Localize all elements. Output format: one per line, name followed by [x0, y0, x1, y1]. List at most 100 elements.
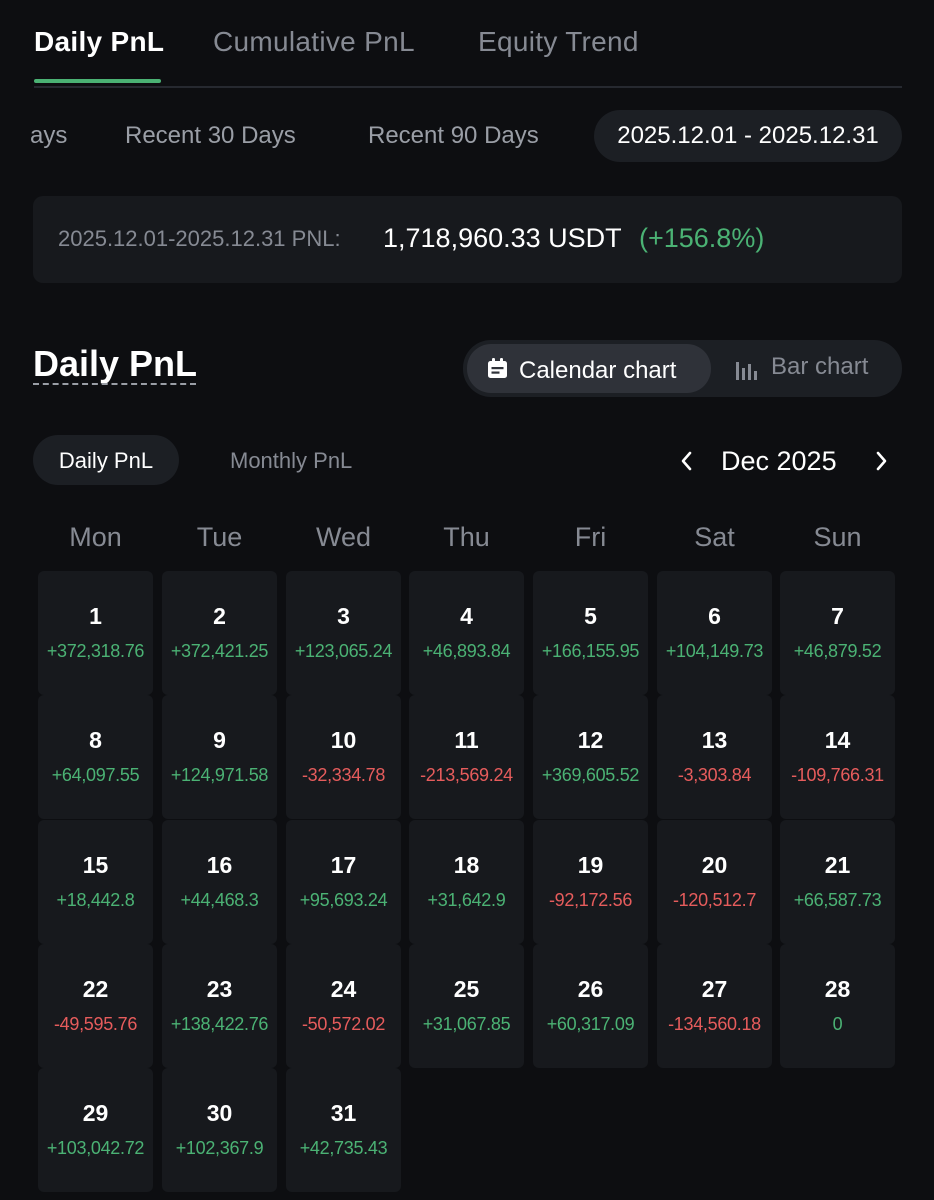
pnl-tabs: Daily PnL Cumulative PnL Equity Trend: [34, 0, 902, 88]
calendar-day-cell[interactable]: 6 +104,149.73: [657, 571, 772, 695]
chevron-right-icon[interactable]: [868, 448, 894, 474]
day-number: 2: [213, 603, 226, 629]
range-recent-30-days[interactable]: Recent 30 Days: [125, 122, 296, 149]
calendar-chart-button[interactable]: Calendar chart: [467, 344, 711, 393]
day-number: 30: [206, 1100, 233, 1126]
subtab-daily-label: Daily PnL: [58, 448, 154, 473]
calendar-day-cell[interactable]: 26 +60,317.09: [533, 944, 648, 1068]
chart-type-toggle: Calendar chart Bar chart: [463, 340, 902, 397]
day-pnl-value: -49,595.76: [53, 1014, 138, 1034]
day-pnl-value: +102,367.9: [175, 1138, 264, 1158]
calendar-day-cell[interactable]: 29 +103,042.72: [38, 1068, 153, 1192]
active-tab-indicator: [34, 79, 161, 83]
calendar-day-cell[interactable]: 27 -134,560.18: [657, 944, 772, 1068]
day-pnl-value: +124,971.58: [170, 765, 269, 785]
calendar-day-cell[interactable]: 31 +42,735.43: [286, 1068, 401, 1192]
calendar-day-cell[interactable]: 15 +18,442.8: [38, 820, 153, 944]
date-range-selector: ays Recent 30 Days Recent 90 Days 2025.1…: [0, 110, 934, 164]
day-pnl-value: +369,605.52: [541, 765, 640, 785]
day-number: 5: [584, 603, 597, 629]
summary-label: 2025.12.01-2025.12.31 PNL:: [58, 226, 341, 251]
subtab-monthly-pnl[interactable]: Monthly PnL: [230, 448, 353, 473]
day-pnl-value: +138,422.76: [170, 1014, 269, 1034]
calendar-day-cell[interactable]: 25 +31,067.85: [409, 944, 524, 1068]
calendar-day-cell[interactable]: 5 +166,155.95: [533, 571, 648, 695]
day-pnl-value: -134,560.18: [668, 1014, 761, 1034]
day-pnl-value: +95,693.24: [299, 890, 388, 910]
calendar-day-cell[interactable]: 12 +369,605.52: [533, 695, 648, 819]
tab-equity-trend[interactable]: Equity Trend: [478, 26, 639, 57]
day-pnl-value: -3,303.84: [677, 765, 752, 785]
day-number: 24: [330, 976, 357, 1002]
calendar-day-cell[interactable]: 4 +46,893.84: [409, 571, 524, 695]
weekday-mon: Mon: [69, 522, 122, 552]
month-label: Dec 2025: [721, 446, 837, 476]
bar-chart-icon: [736, 362, 757, 380]
bar-chart-label: Bar chart: [771, 353, 869, 380]
day-pnl-value: +31,642.9: [427, 890, 506, 910]
weekday-sat: Sat: [694, 522, 735, 552]
subtab-daily-pnl[interactable]: Daily PnL: [33, 435, 179, 485]
calendar-day-cell[interactable]: 17 +95,693.24: [286, 820, 401, 944]
calendar-day-cell[interactable]: 30 +102,367.9: [162, 1068, 277, 1192]
day-number: 1: [89, 603, 102, 629]
calendar-day-cell[interactable]: 28 0: [780, 944, 895, 1068]
day-pnl-value: +18,442.8: [56, 890, 135, 910]
calendar-day-cell[interactable]: 7 +46,879.52: [780, 571, 895, 695]
calendar-chart-label: Calendar chart: [519, 357, 677, 384]
weekday-fri: Fri: [574, 522, 607, 552]
calendar-day-cell[interactable]: 14 -109,766.31: [780, 695, 895, 819]
tab-daily-pnl[interactable]: Daily PnL: [34, 26, 165, 57]
day-pnl-value: +103,042.72: [46, 1138, 145, 1158]
calendar-day-cell[interactable]: 3 +123,065.24: [286, 571, 401, 695]
range-custom-selected[interactable]: 2025.12.01 - 2025.12.31: [594, 110, 902, 162]
calendar-day-cell[interactable]: 2 +372,421.25: [162, 571, 277, 695]
range-partial[interactable]: ays: [30, 122, 68, 149]
calendar-day-cell[interactable]: 20 -120,512.7: [657, 820, 772, 944]
day-pnl-value: +42,735.43: [299, 1138, 388, 1158]
calendar-day-cell[interactable]: 1 +372,318.76: [38, 571, 153, 695]
calendar-day-cell[interactable]: 13 -3,303.84: [657, 695, 772, 819]
calendar-day-cell[interactable]: 19 -92,172.56: [533, 820, 648, 944]
calendar-day-cell[interactable]: 24 -50,572.02: [286, 944, 401, 1068]
day-pnl-value: +64,097.55: [51, 765, 140, 785]
calendar-day-cell[interactable]: 9 +124,971.58: [162, 695, 277, 819]
calendar-day-cell[interactable]: 22 -49,595.76: [38, 944, 153, 1068]
tab-cumulative-pnl[interactable]: Cumulative PnL: [213, 26, 415, 57]
day-pnl-value: +123,065.24: [294, 641, 393, 661]
chevron-left-icon[interactable]: [674, 448, 700, 474]
day-pnl-value: +60,317.09: [546, 1014, 635, 1034]
day-number: 17: [330, 852, 357, 878]
calendar-day-cell[interactable]: 11 -213,569.24: [409, 695, 524, 819]
day-number: 18: [453, 852, 480, 878]
day-number: 15: [82, 852, 109, 878]
day-pnl-value: -50,572.02: [301, 1014, 386, 1034]
calendar-day-cell[interactable]: 21 +66,587.73: [780, 820, 895, 944]
day-number: 10: [330, 727, 357, 753]
calendar-day-cell[interactable]: 8 +64,097.55: [38, 695, 153, 819]
day-number: 8: [89, 727, 102, 753]
day-number: 11: [454, 727, 479, 753]
range-recent-90-days[interactable]: Recent 90 Days: [368, 122, 539, 149]
day-number: 14: [824, 727, 851, 753]
weekday-tue: Tue: [196, 522, 243, 552]
calendar-day-cell[interactable]: 23 +138,422.76: [162, 944, 277, 1068]
summary-value: 1,718,960.33 USDT: [383, 223, 622, 253]
title-dashed-underline: [33, 383, 196, 385]
day-number: 29: [82, 1100, 109, 1126]
day-number: 20: [701, 852, 728, 878]
section-title[interactable]: Daily PnL: [33, 343, 198, 384]
day-pnl-value: -120,512.7: [672, 890, 757, 910]
day-pnl-value: +372,318.76: [46, 641, 145, 661]
calendar-day-cell[interactable]: 10 -32,334.78: [286, 695, 401, 819]
day-number: 6: [708, 603, 721, 629]
calendar-day-cell[interactable]: 18 +31,642.9: [409, 820, 524, 944]
weekday-sun: Sun: [813, 522, 862, 552]
day-number: 4: [460, 603, 473, 629]
day-number: 27: [701, 976, 728, 1002]
range-custom-label: 2025.12.01 - 2025.12.31: [617, 122, 879, 149]
day-pnl-value: +46,893.84: [422, 641, 511, 661]
day-number: 23: [206, 976, 233, 1002]
day-number: 12: [577, 727, 604, 753]
calendar-day-cell[interactable]: 16 +44,468.3: [162, 820, 277, 944]
